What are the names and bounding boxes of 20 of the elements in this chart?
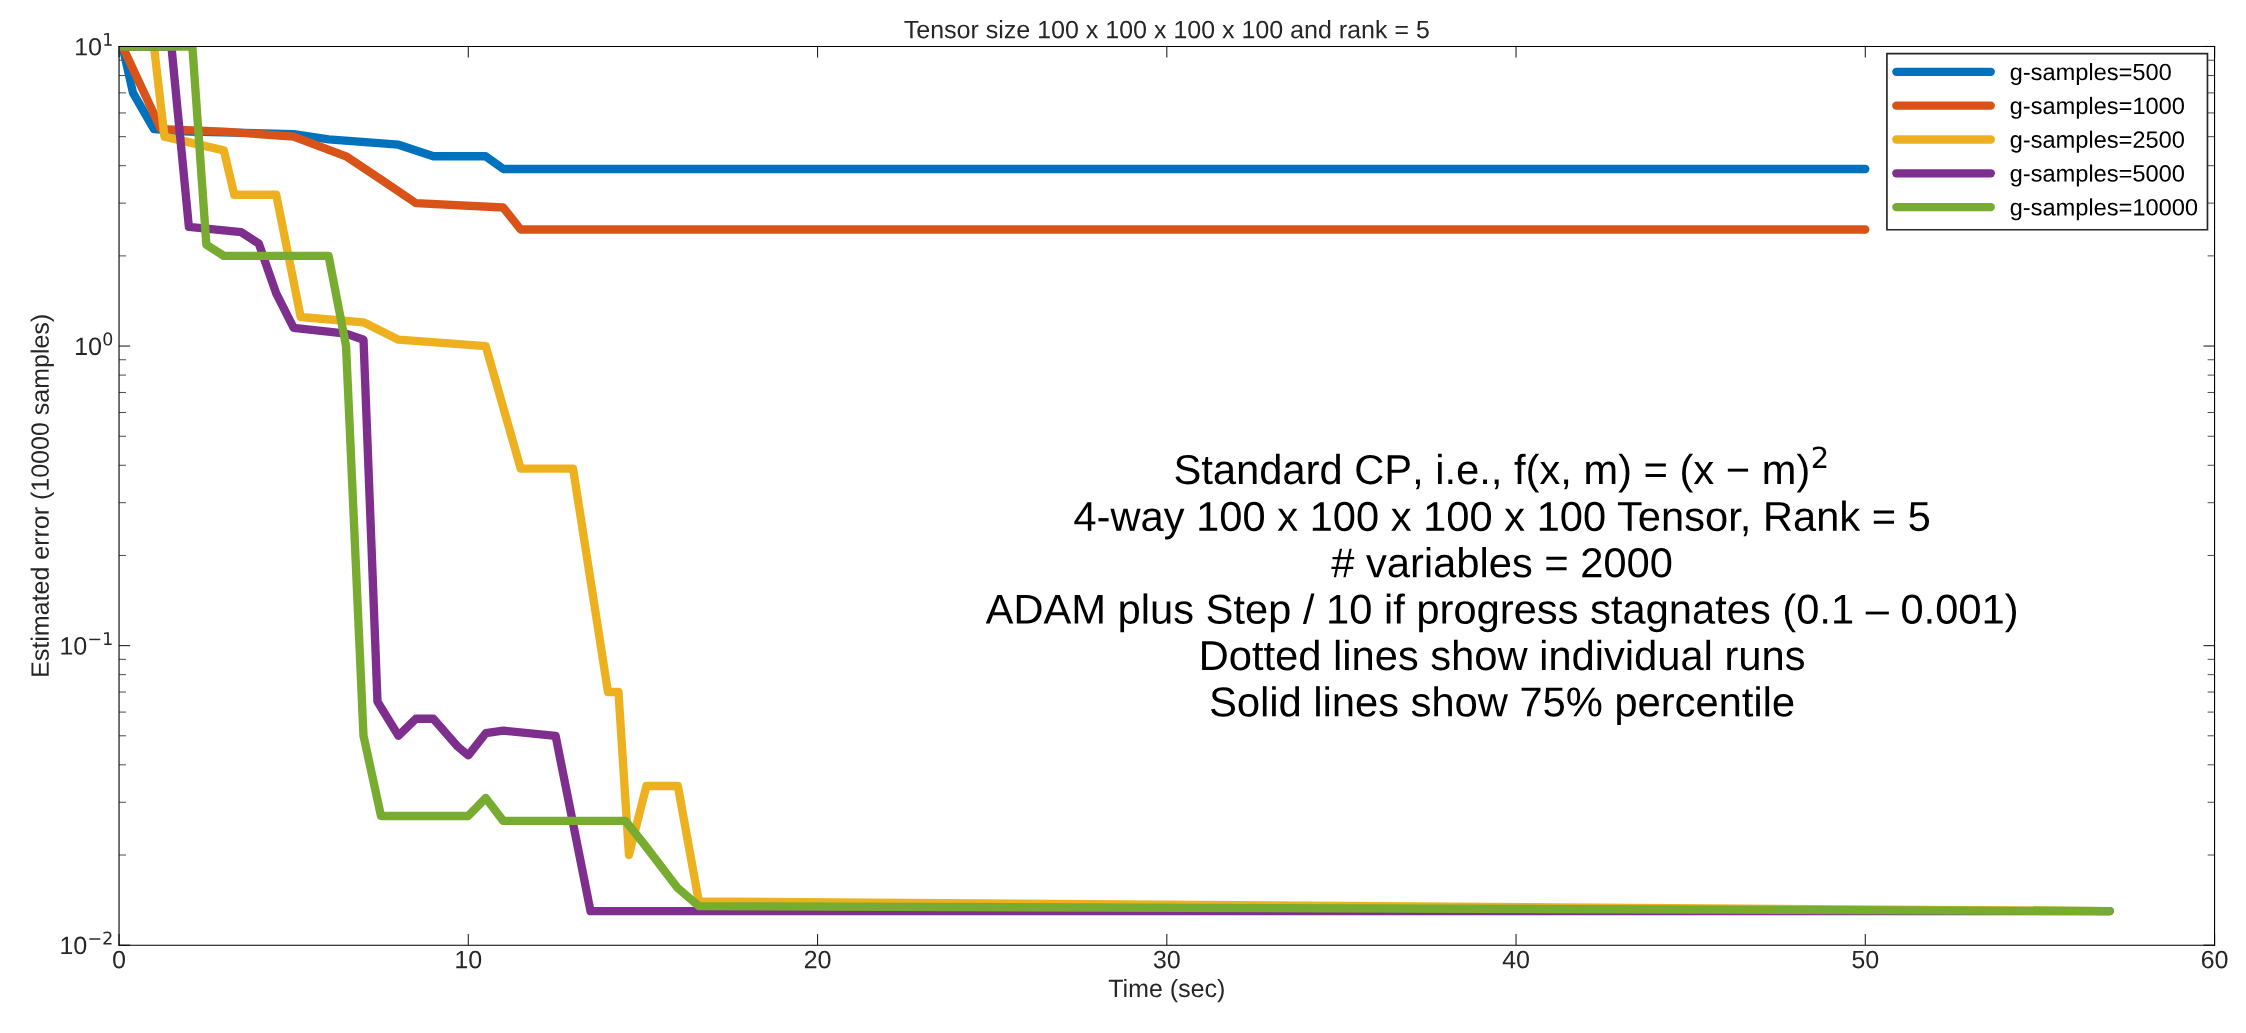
legend-label: g-samples=1000 <box>2010 96 2184 119</box>
y-tick-label: 10$^{1}$ <box>76 33 112 56</box>
x-tick-label: 40 <box>1502 950 1529 969</box>
x-tick-label: 0 <box>113 950 126 969</box>
legend-label: g-samples=5000 <box>2010 164 2184 187</box>
y-tick-label: 10$^{−2}$ <box>61 931 112 955</box>
chart-title: Tensor size 100 x 100 x 100 x 100 and rank = 5 <box>904 20 1429 39</box>
y-tick-label: 10$^{−1}$ <box>61 632 112 655</box>
x-tick-label: 50 <box>1852 950 1879 969</box>
x-tick-label: 60 <box>2201 950 2228 969</box>
x-tick-label: 10 <box>456 950 482 969</box>
x-axis-title: Time (sec) <box>1108 978 1224 1003</box>
x-tick-label: 20 <box>804 950 831 969</box>
legend-label: g-samples=10000 <box>2010 198 2198 221</box>
y-tick-label: 10$^{0}$ <box>76 332 113 356</box>
legend-label: g-samples=500 <box>2010 63 2171 86</box>
annotation: Standard CP, i.e., f(x, m) = (x − m)$^{2}$ 4-way 100 x 100 x 100 x 100 Tensor, Rank = 5 # variables = 2000 ADAM plus Step / 10 if progress stagnates (0.1 – 0.001) Dotted lines show individual runs Solid lines show 75% percentile <box>985 446 2017 726</box>
x-tick-label: 30 <box>1153 950 1180 969</box>
legend-label: g-samples=2500 <box>2010 130 2184 153</box>
y-axis-title: Estimated error (10000 samples) <box>30 315 54 676</box>
